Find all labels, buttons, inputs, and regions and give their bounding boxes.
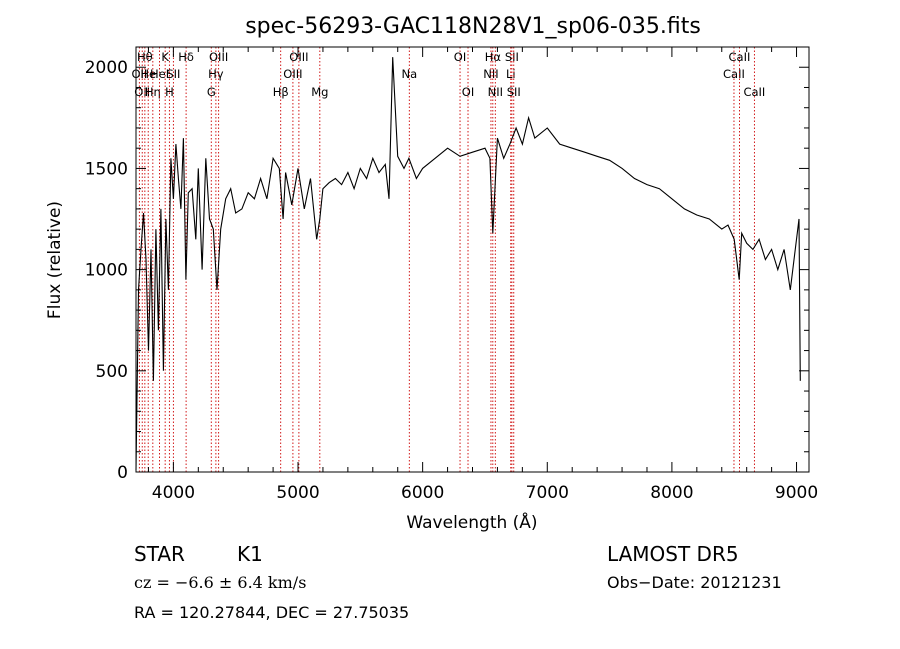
- axis-ticks: 4000 5000 6000 7000 8000 9000 0 500 1000 1500 2000: [85, 47, 818, 503]
- line-label: NII: [483, 67, 498, 81]
- x-tick-label: 7000: [526, 483, 569, 503]
- line-label: CaII: [743, 85, 765, 99]
- line-label: SII: [166, 67, 180, 81]
- line-label: Li: [506, 67, 516, 81]
- object-class: STAR: [134, 542, 185, 566]
- x-tick-label: 4000: [152, 483, 195, 503]
- object-subclass: K1: [237, 542, 263, 566]
- line-label: SII: [507, 85, 521, 99]
- line-label: OII: [134, 85, 150, 99]
- y-axis-label: Flux (relative): [45, 201, 65, 319]
- survey-name: LAMOST DR5: [607, 542, 739, 566]
- ra-dec: RA = 120.27844, DEC = 27.75035: [134, 603, 410, 622]
- x-tick-label: 8000: [650, 483, 693, 503]
- x-tick-label: 6000: [401, 483, 444, 503]
- line-label: Hα: [485, 50, 502, 64]
- line-label: G: [207, 85, 216, 99]
- line-label: OIII: [289, 50, 308, 64]
- line-label: K: [161, 50, 169, 64]
- y-tick-label: 0: [117, 463, 128, 483]
- line-label: OIII: [283, 67, 302, 81]
- line-label: OI: [454, 50, 466, 64]
- line-label: Hβ: [273, 85, 289, 99]
- x-axis-label: Wavelength (Å): [406, 511, 537, 533]
- y-tick-label: 2000: [85, 58, 128, 78]
- spectrum-line: [135, 57, 801, 471]
- x-tick-label: 5000: [276, 483, 319, 503]
- line-label: HeI: [150, 67, 169, 81]
- obs-date: Obs−Date: 20121231: [607, 573, 782, 592]
- x-tick-label: 9000: [775, 483, 818, 503]
- line-label: Hη: [145, 85, 161, 99]
- line-label: Hδ: [178, 50, 194, 64]
- line-label: H: [165, 85, 174, 99]
- line-markers: OII OII Hθ He Hη HeI K H SII Hδ G Hγ OIII Hβ OIII OIII M…: [131, 47, 765, 472]
- spectrum-chart: spec-56293-GAC118N28V1_sp06-035.fits OII…: [45, 14, 818, 533]
- line-label: NII: [488, 85, 503, 99]
- line-label: He: [140, 67, 156, 81]
- line-label: OII: [131, 67, 147, 81]
- plot-frame: [135, 46, 810, 473]
- line-label: Mg: [311, 85, 328, 99]
- line-label: CaII: [723, 67, 745, 81]
- y-tick-label: 500: [96, 362, 128, 382]
- line-label: Na: [401, 67, 417, 81]
- line-label: SII: [505, 50, 519, 64]
- line-label: OIII: [209, 50, 228, 64]
- y-tick-label: 1500: [85, 159, 128, 179]
- y-tick-label: 1000: [85, 261, 128, 281]
- redshift-cz: cz = −6.6 ± 6.4 km/s: [134, 573, 307, 592]
- chart-title: spec-56293-GAC118N28V1_sp06-035.fits: [245, 14, 701, 39]
- line-label: Hθ: [137, 50, 153, 64]
- line-label: Hγ: [208, 67, 224, 81]
- line-label: CaII: [729, 50, 751, 64]
- line-label: OI: [462, 85, 474, 99]
